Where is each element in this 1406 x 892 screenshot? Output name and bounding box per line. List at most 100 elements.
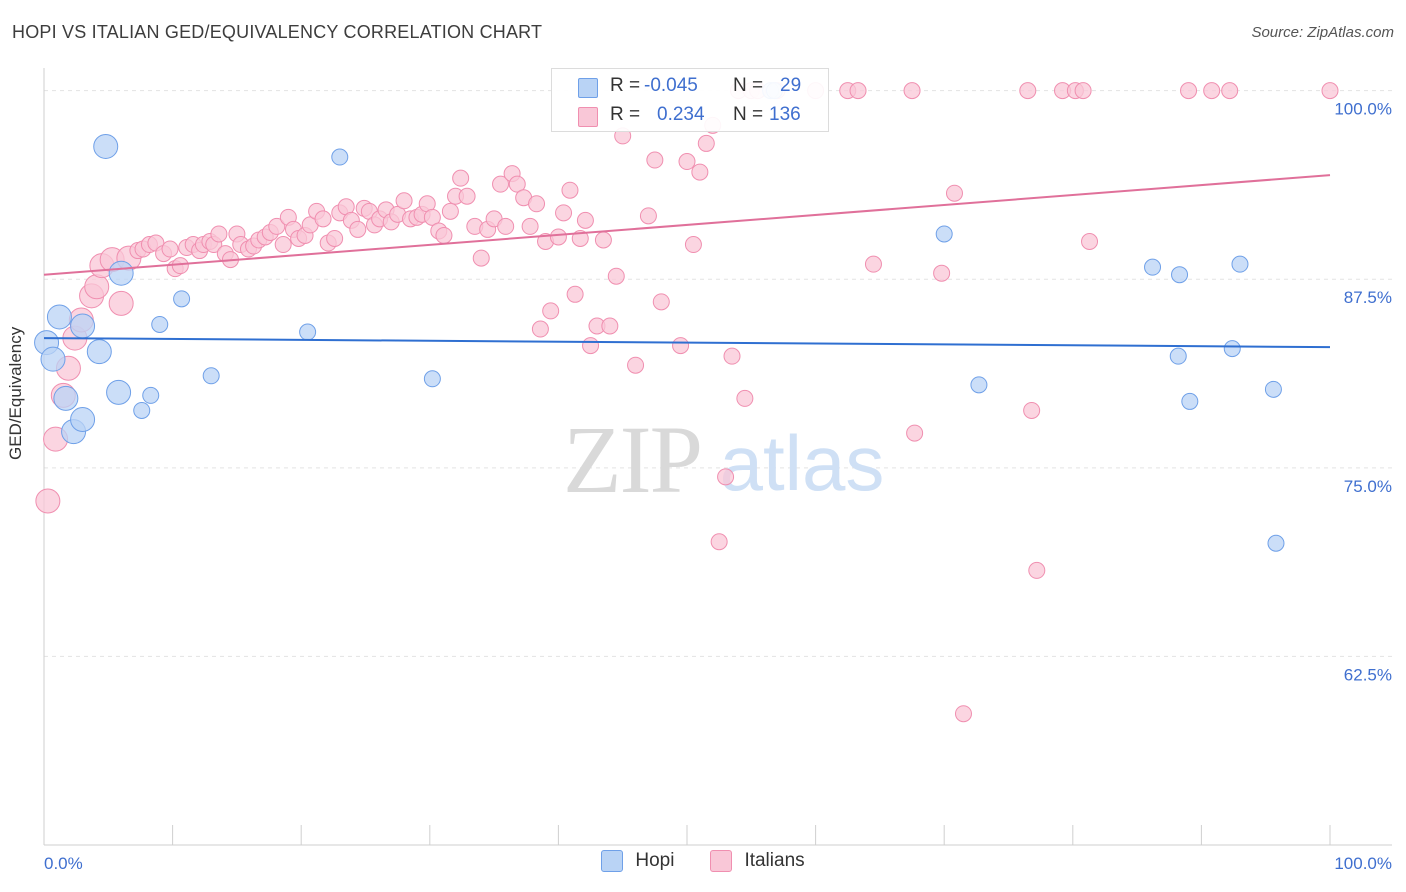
hopi-trend-line [43,337,1331,349]
legend-swatch-italians [710,850,733,872]
hopi-point [1264,380,1282,398]
italians-point [646,151,664,169]
italians-point [458,187,476,205]
italians-point [561,181,579,199]
italians-point [1028,561,1046,579]
hopi-point [1223,340,1241,358]
hopi-point [106,379,132,405]
hopi-points [34,82,1285,552]
italians-point [314,210,332,228]
italians-point [549,228,567,246]
italians-point [710,533,728,551]
hopi-point [142,386,160,404]
italians-point [1221,82,1239,100]
italians-point [697,134,715,152]
hopi-point [1144,258,1162,276]
stats-r-label: R = [610,75,641,96]
hopi-point [1171,266,1189,284]
italians-points [35,82,1339,723]
x-tick-label: 100.0% [1334,854,1392,873]
italians-point [607,267,625,285]
hopi-point [151,315,169,333]
italians-point [566,285,584,303]
italians-point [528,195,546,213]
y-tick-label: 75.0% [1344,477,1392,496]
italians-point [508,175,526,193]
hopi-point [1231,255,1249,273]
legend-item-hopi[interactable]: Hopi [601,850,674,872]
italians-point [723,347,741,365]
italians-point [684,236,702,254]
italians-point [531,320,549,338]
watermark: ZIP atlas [563,406,884,513]
italians-point [954,705,972,723]
stats-swatch-italians [578,107,598,127]
italians-point [441,202,459,220]
italians-point [210,225,228,243]
italians-point [1081,233,1099,251]
stats-r-value: -0.045 [644,75,698,96]
tick-labels: 62.5% 75.0% 87.5% 100.0% 0.0% 100.0% [44,100,1392,873]
stats-n-label: N = [733,75,764,96]
italians-point [627,356,645,374]
italians-point [849,82,867,100]
hopi-point [1181,392,1199,410]
stats-n-value: 136 [769,104,801,125]
y-tick-label: 100.0% [1334,100,1392,119]
hopi-point [108,260,134,286]
italians-point [864,255,882,273]
grid-lines [44,90,1392,657]
hopi-point [70,407,96,433]
italians-point [601,317,619,335]
italians-point [1019,82,1037,100]
italians-point [652,293,670,311]
legend: Hopi Italians [0,850,1406,872]
watermark-atlas: atlas [720,419,885,507]
italians-point [326,229,344,247]
hopi-point [935,225,953,243]
italians-point [472,249,490,267]
x-tick-label: 0.0% [44,854,83,873]
trend-lines [43,174,1331,349]
italians-point [906,424,924,442]
legend-item-italians[interactable]: Italians [710,850,805,872]
italians-point [594,231,612,249]
y-tick-label: 62.5% [1344,665,1392,684]
italians-point [717,468,735,486]
hopi-point [423,370,441,388]
hopi-point [331,148,349,166]
italians-point [349,220,367,238]
italians-point [571,229,589,247]
italians-point [1074,82,1092,100]
italians-point [576,211,594,229]
stats-row-italians: R = 0.234 N = 136 [552,101,828,131]
italians-point [171,257,189,275]
italians-point [678,153,696,171]
stats-swatch-hopi [578,78,598,98]
italians-point [35,488,61,514]
italians-point [108,290,134,316]
hopi-point [970,376,988,394]
hopi-point [133,401,151,419]
italians-point [555,204,573,222]
stats-row-hopi: R = -0.045 N = 29 [552,72,828,102]
italians-point [84,274,110,300]
italians-trend-line [43,174,1331,276]
watermark-zip: ZIP [563,406,701,513]
italians-point [691,163,709,181]
legend-swatch-hopi [601,850,624,872]
italians-point [736,389,754,407]
hopi-point [53,385,79,411]
hopi-point [173,290,191,308]
hopi-point [40,346,66,372]
axes [43,68,1392,846]
italians-point [903,82,921,100]
italians-point [435,226,453,244]
italians-point [1203,82,1221,100]
italians-point [542,302,560,320]
italians-point [639,207,657,225]
italians-point [1321,82,1339,100]
italians-point [274,236,292,254]
legend-label-hopi: Hopi [635,850,675,871]
